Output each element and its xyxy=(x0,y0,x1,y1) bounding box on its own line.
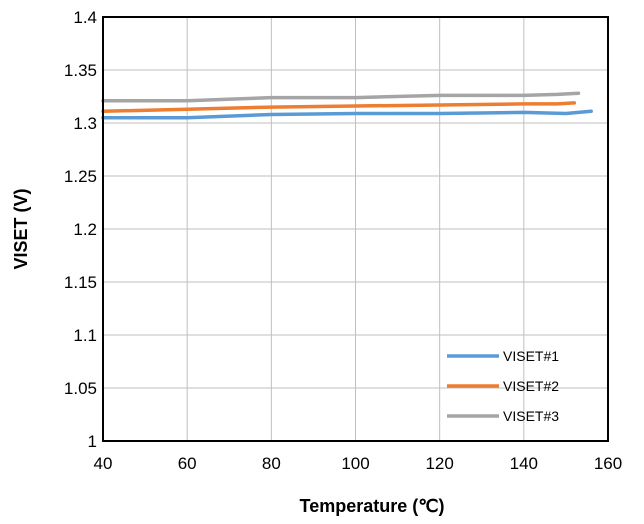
y-tick-label: 1 xyxy=(88,432,97,451)
x-tick-label: 60 xyxy=(178,454,197,473)
y-axis-ticks: 1 1.05 1.1 1.15 1.2 1.25 1.3 1.35 1.4 xyxy=(64,8,97,451)
x-tick-label: 160 xyxy=(594,454,622,473)
x-tick-label: 140 xyxy=(510,454,538,473)
y-tick-label: 1.4 xyxy=(73,8,97,27)
x-tick-label: 100 xyxy=(341,454,369,473)
y-tick-label: 1.3 xyxy=(73,114,97,133)
legend-label: VISET#2 xyxy=(503,378,559,394)
x-tick-label: 80 xyxy=(262,454,281,473)
series-line-1 xyxy=(103,111,591,117)
x-tick-label: 120 xyxy=(425,454,453,473)
series-line-3 xyxy=(103,93,579,100)
y-tick-label: 1.05 xyxy=(64,379,97,398)
y-tick-label: 1.25 xyxy=(64,167,97,186)
series-line-2 xyxy=(103,103,574,111)
y-tick-label: 1.35 xyxy=(64,61,97,80)
x-axis-ticks: 40 60 80 100 120 140 160 xyxy=(94,454,623,473)
y-tick-label: 1.15 xyxy=(64,273,97,292)
y-tick-label: 1.2 xyxy=(73,220,97,239)
series-lines xyxy=(103,93,591,117)
legend: VISET#1 VISET#2 VISET#3 xyxy=(447,348,559,424)
x-tick-label: 40 xyxy=(94,454,113,473)
y-axis-title: VISET (V) xyxy=(11,188,31,269)
x-axis-title: Temperature (℃) xyxy=(300,496,445,516)
y-tick-label: 1.1 xyxy=(73,326,97,345)
legend-label: VISET#3 xyxy=(503,408,559,424)
legend-label: VISET#1 xyxy=(503,348,559,364)
